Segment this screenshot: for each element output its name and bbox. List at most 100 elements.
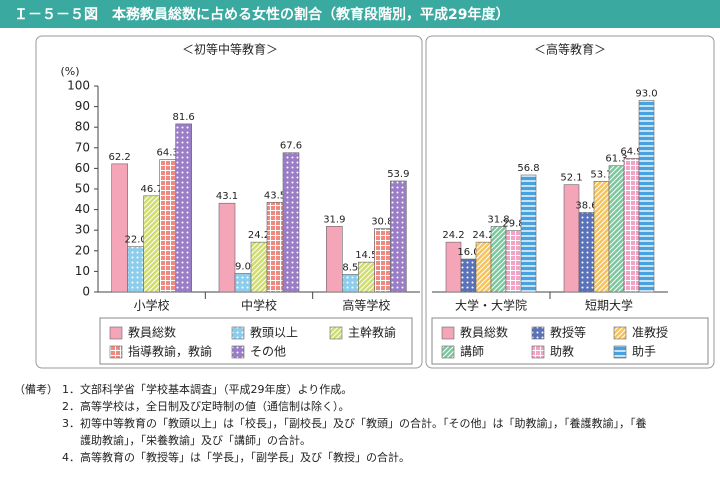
bar: [390, 180, 407, 293]
x-tick-label: 小学校: [134, 298, 170, 313]
value-label: 22.0: [125, 235, 147, 246]
bar: [250, 241, 268, 293]
legend-label: その他: [250, 345, 286, 359]
y-tick-label: 10: [75, 264, 90, 278]
legend-swatch: [109, 345, 123, 359]
note-number: 4．: [62, 451, 80, 464]
bar: [326, 225, 343, 293]
title-bar: [0, 0, 720, 28]
bar: [593, 181, 610, 293]
y-tick-label: 0: [82, 285, 90, 299]
y-tick-label: 50: [75, 182, 90, 196]
y-tick-label: 60: [75, 161, 90, 175]
value-label: 62.2: [109, 152, 131, 163]
legend-label: 准教授: [632, 325, 668, 340]
legend-label: 助教: [550, 344, 574, 359]
x-tick-label: 高等学校: [342, 298, 390, 313]
bar: [358, 261, 375, 293]
bar: [638, 100, 655, 293]
bar: [505, 230, 522, 293]
y-tick-label: 80: [75, 120, 90, 134]
bar: [520, 174, 537, 293]
y-tick-label: 40: [75, 202, 90, 216]
bar: [374, 228, 391, 293]
value-label: 64.9: [620, 146, 642, 157]
value-label: 53.9: [387, 169, 409, 180]
bar: [282, 152, 300, 293]
value-label: 38.6: [575, 200, 597, 211]
value-label: 61.3: [605, 154, 627, 165]
bar: [608, 165, 625, 293]
chart-subtitle: ＜高等教育＞: [534, 42, 606, 57]
legend-frame: [431, 317, 709, 365]
value-label: 29.8: [502, 219, 524, 230]
legend-label: 教授等: [550, 325, 586, 340]
legend-swatch: [441, 326, 455, 340]
bar: [127, 246, 144, 293]
bar: [342, 274, 359, 293]
note-text: 初等中等教育の「教頭以上」は「校長」，「副校長」及び「教頭」の合計。「その他」は…: [80, 416, 647, 430]
note-number: 3．: [62, 417, 80, 430]
value-label: 81.6: [173, 112, 195, 123]
value-label: 24.2: [472, 230, 494, 241]
note-text: 文部科学省「学校基本調査」（平成29年度）より作成。: [80, 382, 352, 396]
legend-swatch: [441, 345, 455, 359]
legend-label: 指導教諭，教諭: [128, 344, 212, 359]
value-label: 30.8: [371, 217, 393, 228]
note-text: 高等学校は，全日制及び定時制の値（通信制は除く）。: [80, 399, 350, 413]
bar: [175, 123, 192, 293]
panel-frame: [35, 35, 423, 369]
bar: [111, 163, 128, 293]
value-label: 24.2: [442, 230, 464, 241]
note-text: 高等教育の「教授等」は「学長」，「副学長」及び「教授」の合計。: [80, 450, 410, 464]
bar: [490, 226, 507, 293]
bar: [159, 159, 176, 293]
legend-swatch: [231, 345, 245, 359]
y-tick-label: 90: [75, 99, 90, 113]
x-tick-label: 短期大学: [585, 298, 633, 313]
value-label: 64.3: [157, 148, 179, 159]
legend-swatch: [329, 326, 343, 340]
y-tick-label: 100: [67, 79, 90, 93]
bar: [266, 202, 284, 293]
notes-label: （備考）: [14, 383, 58, 396]
legend-swatch: [531, 326, 545, 340]
legend-label: 教員総数: [128, 325, 176, 340]
value-label: 93.0: [635, 88, 657, 99]
panel-frame: [425, 35, 715, 369]
x-tick-label: 大学・大学院: [455, 298, 527, 313]
value-label: 16.0: [457, 247, 479, 258]
value-label: 67.6: [280, 141, 302, 152]
value-label: 56.8: [517, 163, 539, 174]
legend-label: 助手: [632, 345, 656, 359]
value-label: 43.5: [264, 190, 286, 201]
note-text: 護助教諭」，「栄養教諭」及び「講師」の合計。: [80, 433, 311, 447]
value-label: 43.1: [216, 191, 238, 202]
bar: [218, 202, 236, 293]
legend-frame: [99, 317, 413, 365]
chart-subtitle: ＜初等中等教育＞: [182, 42, 278, 57]
legend-label: 教頭以上: [250, 325, 298, 340]
note-number: 2．: [62, 400, 80, 413]
y-axis-label: (%): [60, 65, 79, 78]
legend-label: 教員総数: [460, 325, 508, 340]
value-label: 9.0: [235, 261, 251, 272]
y-tick-label: 70: [75, 140, 90, 154]
bar: [460, 258, 477, 293]
legend-label: 主幹教諭: [348, 325, 396, 340]
y-tick-label: 20: [75, 243, 90, 257]
note-number: 1．: [62, 383, 80, 396]
value-label: 14.5: [355, 250, 377, 261]
y-tick-label: 30: [75, 223, 90, 237]
legend-label: 講師: [460, 344, 484, 359]
bar: [143, 195, 160, 293]
value-label: 52.1: [560, 173, 582, 184]
value-label: 8.5: [342, 262, 358, 273]
bar: [475, 241, 492, 293]
value-label: 31.8: [487, 214, 509, 225]
bar: [234, 273, 252, 293]
value-label: 53.7: [590, 169, 612, 180]
figure-title: Ｉ－５－５図 本務教員総数に占める女性の割合（教育段階別，平成29年度）: [14, 6, 509, 23]
x-tick-label: 中学校: [241, 298, 277, 313]
